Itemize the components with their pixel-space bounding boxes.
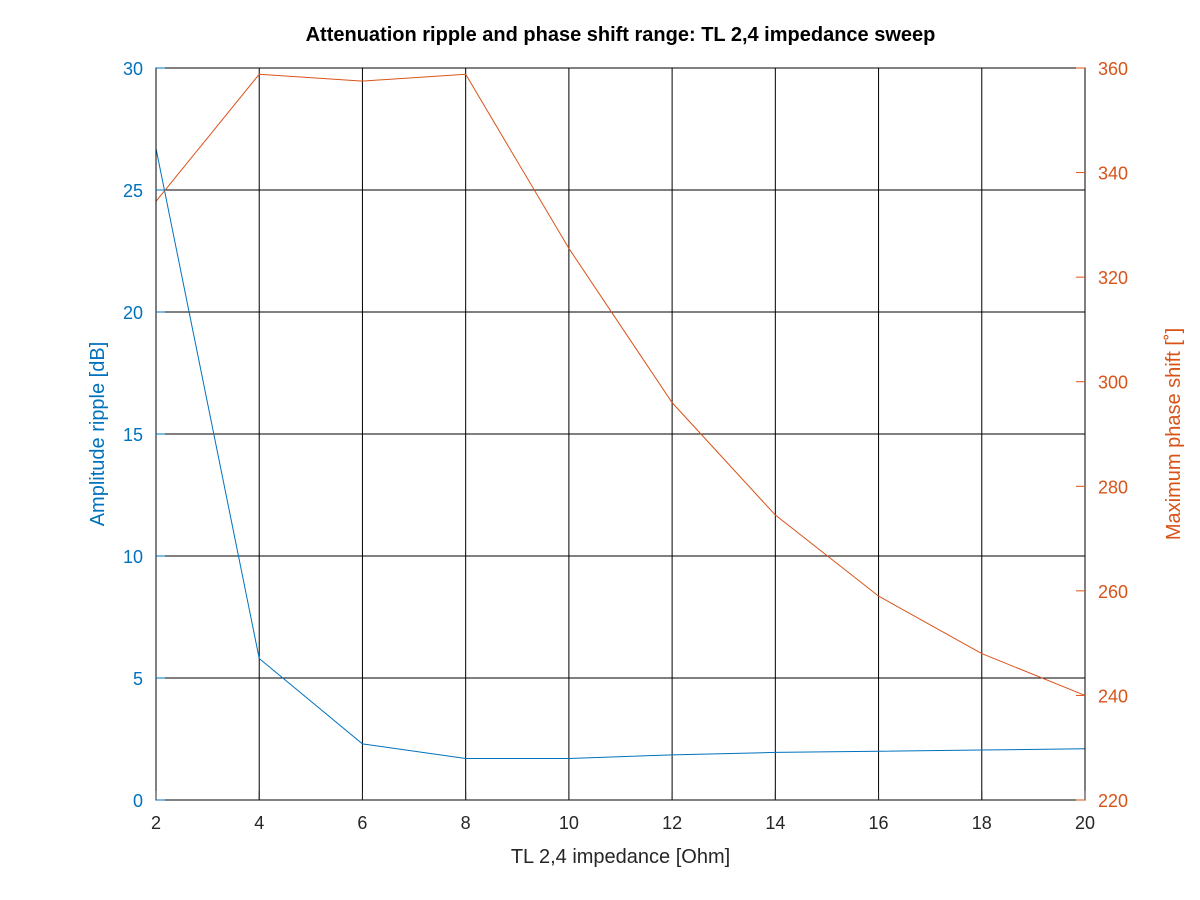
x-tick-label: 20 — [1075, 813, 1095, 833]
y-right-tick-label: 280 — [1098, 477, 1128, 497]
y-left-tick-label: 5 — [133, 669, 143, 689]
x-tick-label: 6 — [357, 813, 367, 833]
x-tick-label: 4 — [254, 813, 264, 833]
series-group — [155, 73, 1086, 760]
y-left-tick-label: 10 — [123, 547, 143, 567]
y-left-tick-label: 30 — [123, 59, 143, 79]
x-tick-label: 12 — [662, 813, 682, 833]
y-right-tick-label: 340 — [1098, 164, 1128, 184]
y-right-tick-label: 220 — [1098, 791, 1128, 811]
y-left-tick-label: 0 — [133, 791, 143, 811]
y-right-tick-label: 300 — [1098, 373, 1128, 393]
x-tick-label: 14 — [765, 813, 785, 833]
series-line-amplitude-ripple — [155, 148, 1086, 760]
chart-title: Attenuation ripple and phase shift range… — [306, 24, 936, 46]
ticks: 2 4 6 8 10 12 14 16 18 20 0 5 10 15 20 25 30 220 240 260 280… — [123, 59, 1128, 833]
x-tick-label: 18 — [972, 813, 992, 833]
y-axis-left-label: Amplitude ripple [dB] — [87, 342, 109, 527]
y-right-tick-label: 240 — [1098, 686, 1128, 706]
y-left-tick-label: 25 — [123, 181, 143, 201]
y-right-tick-label: 320 — [1098, 268, 1128, 288]
x-tick-label: 16 — [869, 813, 889, 833]
y-right-tick-label: 360 — [1098, 59, 1128, 79]
x-tick-label: 10 — [559, 813, 579, 833]
y-left-tick-label: 20 — [123, 303, 143, 323]
x-tick-label: 2 — [151, 813, 161, 833]
x-tick-label: 8 — [461, 813, 471, 833]
y-axis-right-label: Maximum phase shift [˚] — [1163, 328, 1185, 540]
y-right-tick-label: 260 — [1098, 582, 1128, 602]
x-axis-label: TL 2,4 impedance [Ohm] — [511, 846, 730, 868]
y-left-tick-label: 15 — [123, 425, 143, 445]
series-line-phase-shift — [155, 73, 1086, 696]
